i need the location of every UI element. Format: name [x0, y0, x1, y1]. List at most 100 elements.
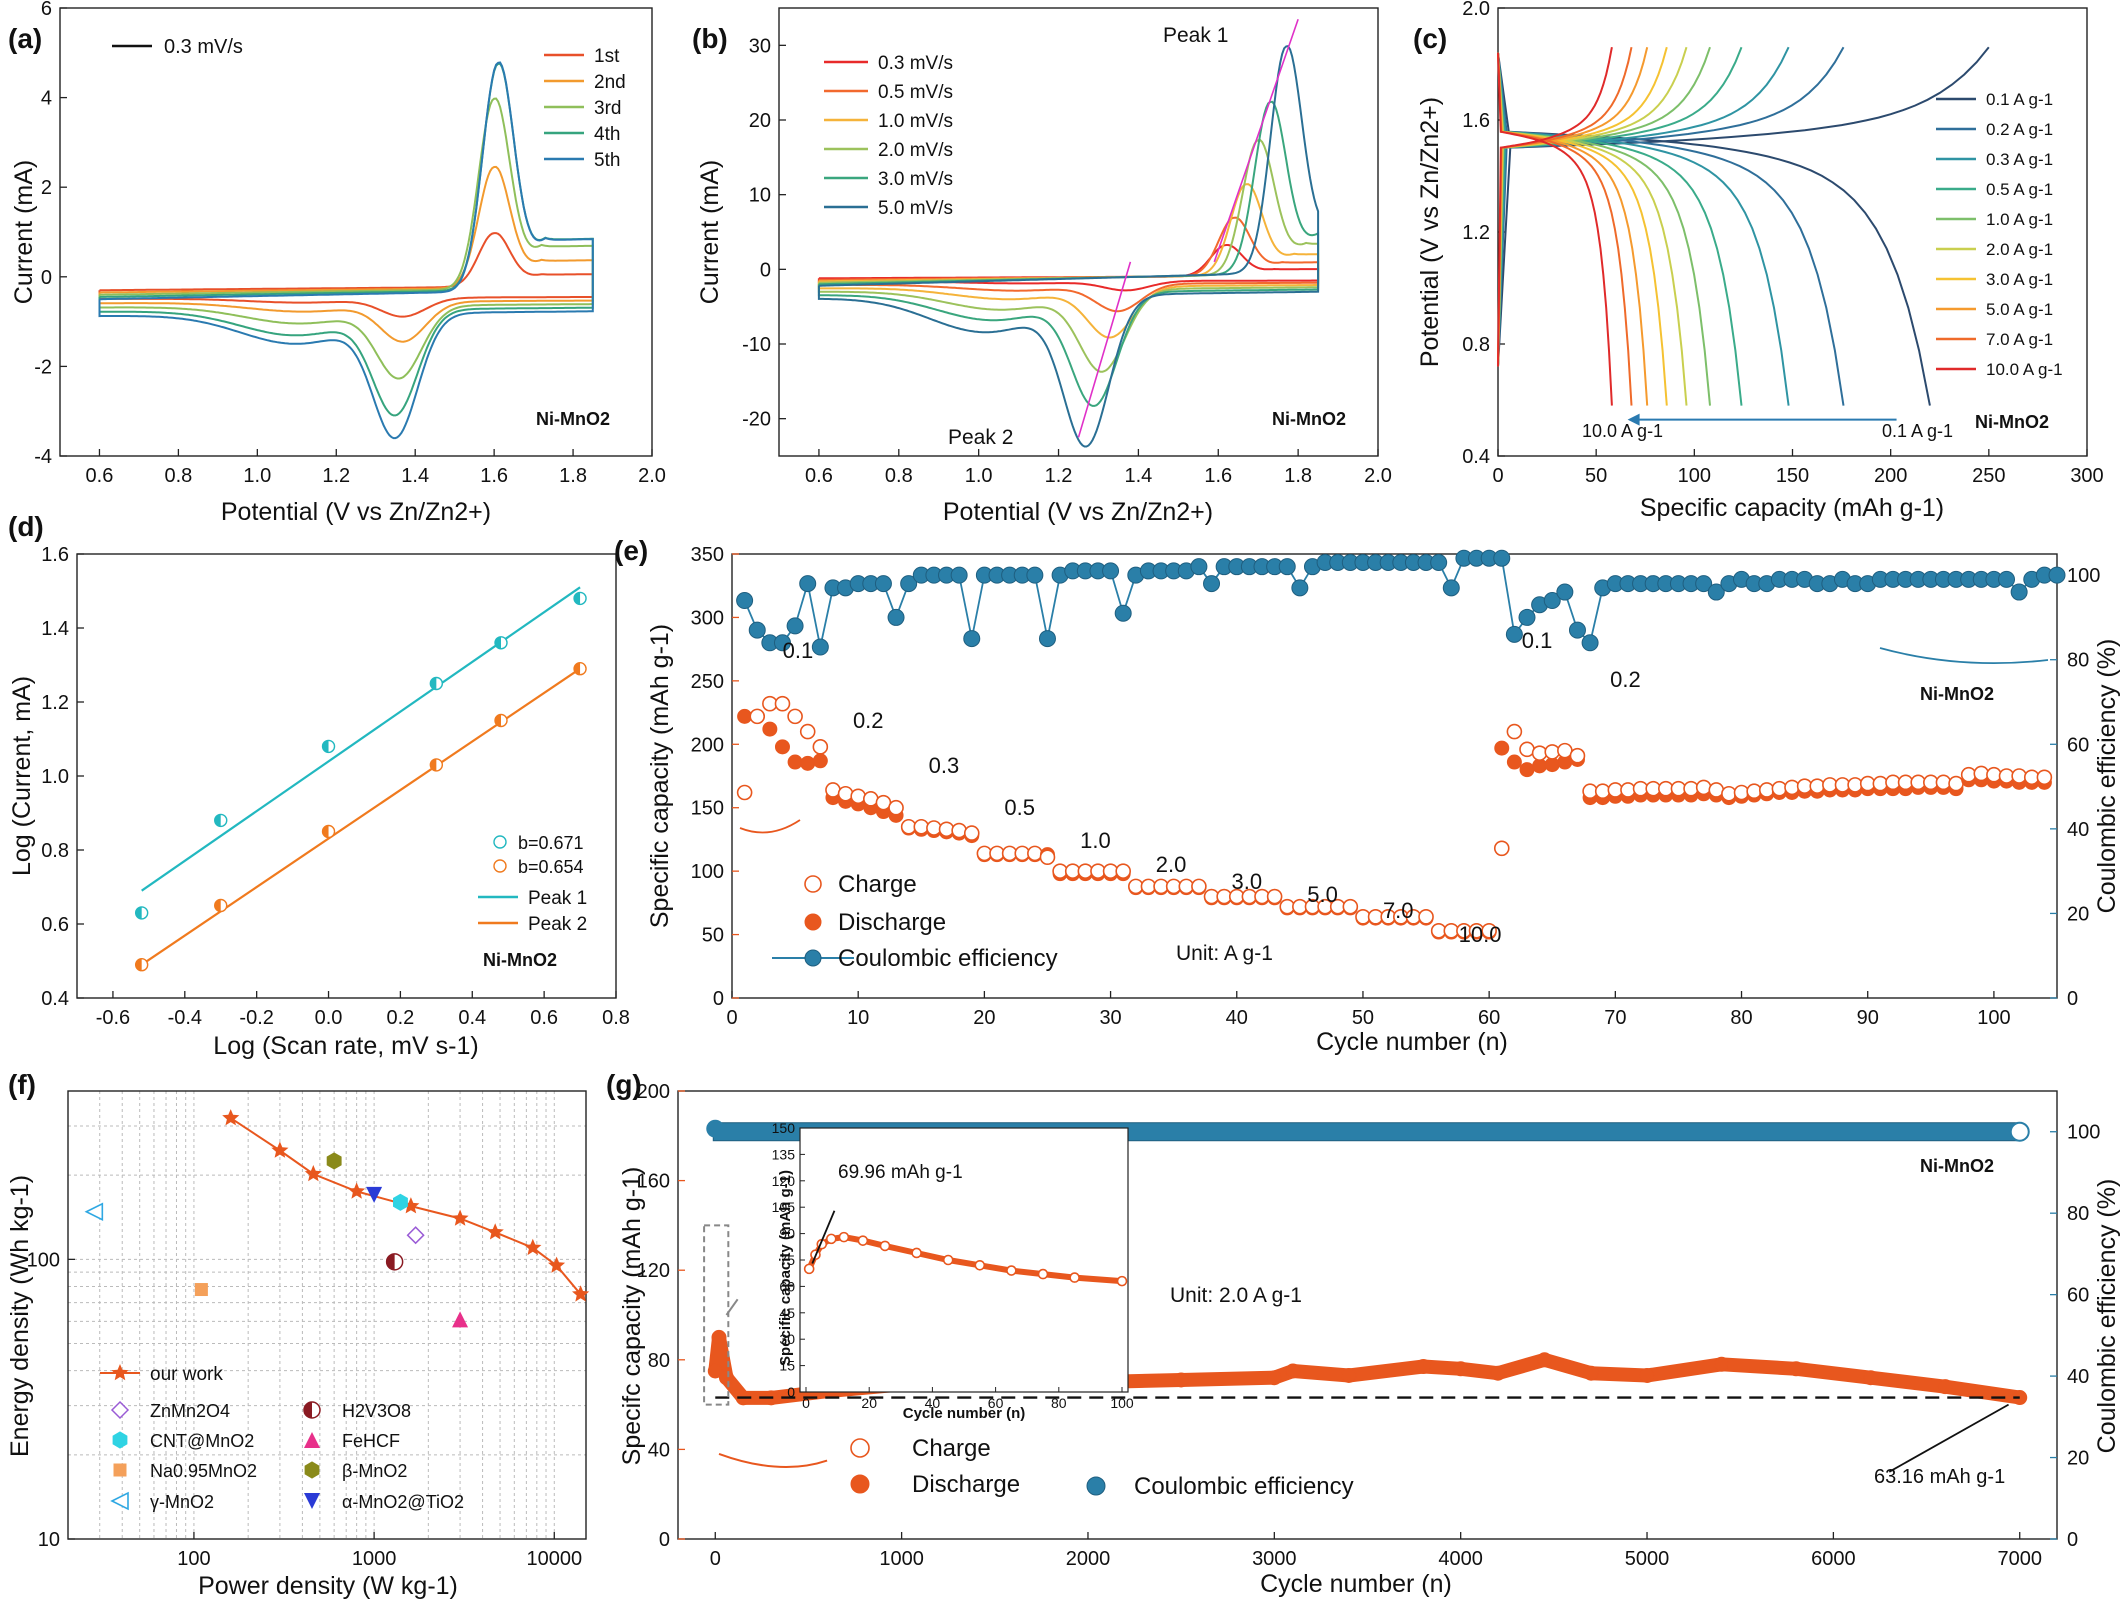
legend-marker-ZnMn2O4: [110, 1400, 130, 1420]
y-right-axis-label: Coulombic efficiency (%): [2093, 1179, 2121, 1454]
inset-annotation: 69.96 mAh g-1: [838, 1162, 963, 1183]
x-tick-label: 1.2: [1045, 465, 1073, 487]
reference-point-FeHCF: [452, 1311, 469, 1328]
inset-capacity-point: [974, 1259, 986, 1271]
y-tick-label: 20: [749, 110, 771, 132]
our-work-point: [304, 1165, 322, 1182]
efficiency-last-point: [2009, 1121, 2030, 1142]
discharge-point: [1506, 754, 1522, 770]
legend-label-γ-MnO2: γ-MnO2: [150, 1492, 214, 1512]
charge-point: [1746, 783, 1762, 800]
efficiency-point: [1518, 608, 1536, 626]
x-tick-label: 20: [973, 1007, 995, 1029]
charge-point: [1506, 723, 1523, 740]
charge-point: [888, 799, 904, 816]
x-tick-label: 50: [1585, 465, 1607, 487]
panel-f-frame: [67, 1090, 587, 1540]
efficiency-point: [1505, 625, 1523, 643]
efficiency-point: [1493, 549, 1511, 567]
y-tick-label: 0.8: [1462, 334, 1490, 356]
y-tick-label: 160: [637, 1171, 670, 1193]
efficiency-point: [1707, 583, 1725, 601]
y-tick-label: 100: [27, 1249, 60, 1271]
y-tick-label: 200: [637, 1081, 670, 1103]
data-point-fill-Peak 2: [574, 662, 581, 675]
efficiency-point: [1556, 583, 1574, 601]
cv-curve-5th: [98, 61, 594, 440]
legend-marker-Peak 1: [493, 835, 507, 849]
legend-label-0.5 mV/s: 0.5 mV/s: [878, 82, 953, 103]
x-tick-label: 1.6: [1204, 465, 1232, 487]
legend-label-Peak 2: Peak 2: [528, 914, 587, 935]
charge-point: [1493, 840, 1510, 857]
reference-point-γ-MnO2: [84, 1202, 104, 1222]
y-tick-label: 100: [691, 861, 724, 883]
charge-point: [1620, 782, 1636, 798]
x-tick-label: 0.0: [315, 1007, 343, 1029]
charge-point: [963, 825, 980, 841]
efficiency-point: [1581, 634, 1599, 652]
rate-label-3.0: 3.0: [1232, 869, 1263, 894]
charge-point: [850, 788, 866, 805]
rate-label-0.2: 0.2: [1610, 667, 1641, 692]
y-tick-label: 0.6: [41, 914, 69, 936]
y-tick-label: 10: [749, 185, 771, 207]
charge-point: [1960, 766, 1977, 783]
y-right-tick-label: 60: [2067, 1285, 2089, 1307]
charge-point: [1771, 780, 1788, 797]
legend-label-5.0 A g-1: 5.0 A g-1: [1986, 300, 2053, 319]
rate-label-0.1: 0.1: [1522, 628, 1553, 653]
y-tick-label: 200: [691, 734, 724, 756]
peak1-trend-line: [1213, 18, 1299, 263]
inset-y-tick-label: 105: [772, 1199, 796, 1215]
sample-label: Ni-MnO2: [483, 950, 557, 970]
data-point-fill-Peak 1: [574, 592, 581, 605]
y-tick-label: 0.4: [41, 988, 69, 1010]
unit-label: Unit: A g-1: [1176, 942, 1273, 965]
inset-capacity-point: [911, 1247, 922, 1259]
legend-our-work-label: our work: [150, 1364, 223, 1385]
y-right-tick-label: 0: [2067, 988, 2078, 1010]
inset-capacity-point: [1069, 1272, 1080, 1283]
charge-point: [812, 739, 829, 755]
x-tick-label: 80: [1730, 1007, 1752, 1029]
panel-label-a: (a): [8, 23, 42, 54]
inset-y-tick-label: 90: [779, 1226, 795, 1242]
legend-marker-β-MnO2: [304, 1461, 320, 1479]
data-point-fill-Peak 2: [430, 758, 437, 771]
legend-label-2nd: 2nd: [594, 72, 626, 93]
discharge-point: [1519, 762, 1535, 778]
our-work-point: [572, 1285, 590, 1302]
sample-label: Ni-MnO2: [1920, 1156, 1994, 1176]
legend-label-4th: 4th: [594, 124, 620, 145]
our-work-point: [222, 1109, 240, 1126]
x-tick-label: 1.0: [965, 465, 993, 487]
inset-y-tick-label: 150: [772, 1120, 796, 1136]
x-axis-label: Cycle number (n): [1316, 1028, 1508, 1056]
panel-label-e: (e): [614, 535, 648, 566]
legend-efficiency-marker: [1086, 1476, 1106, 1496]
y-axis-label: Current (mA): [10, 160, 38, 304]
x-tick-label: 1.8: [559, 465, 587, 487]
y-right-tick-label: 20: [2067, 903, 2089, 925]
y-right-tick-label: 80: [2067, 1203, 2089, 1225]
rate-label-1.0: 1.0: [1080, 828, 1111, 853]
x-tick-label: -0.4: [168, 1007, 202, 1029]
legend-discharge-marker: [804, 913, 822, 931]
charge-curve-0.1 A g-1: [1497, 46, 1990, 367]
legend-efficiency-label: Coulombic efficiency: [838, 945, 1058, 972]
charge-point: [913, 818, 930, 835]
charge-point: [1733, 784, 1750, 801]
efficiency-point: [736, 592, 754, 610]
inset-capacity-point: [942, 1254, 954, 1266]
inset-y-tick-label: 135: [772, 1146, 796, 1162]
x-tick-label: 100: [1678, 465, 1711, 487]
x-tick-label: 90: [1857, 1007, 1879, 1029]
capacity-point: [1490, 1365, 1506, 1381]
inset-y-axis-label: Specific capacity (mAh g-1): [777, 1170, 794, 1366]
x-tick-label: 2000: [1066, 1548, 1111, 1570]
data-point-fill-Peak 1: [495, 636, 502, 649]
charge-curve-7.0 A g-1: [1497, 46, 1633, 367]
efficiency-point: [1026, 566, 1044, 584]
rate-label-2.0: 2.0: [1156, 852, 1187, 877]
